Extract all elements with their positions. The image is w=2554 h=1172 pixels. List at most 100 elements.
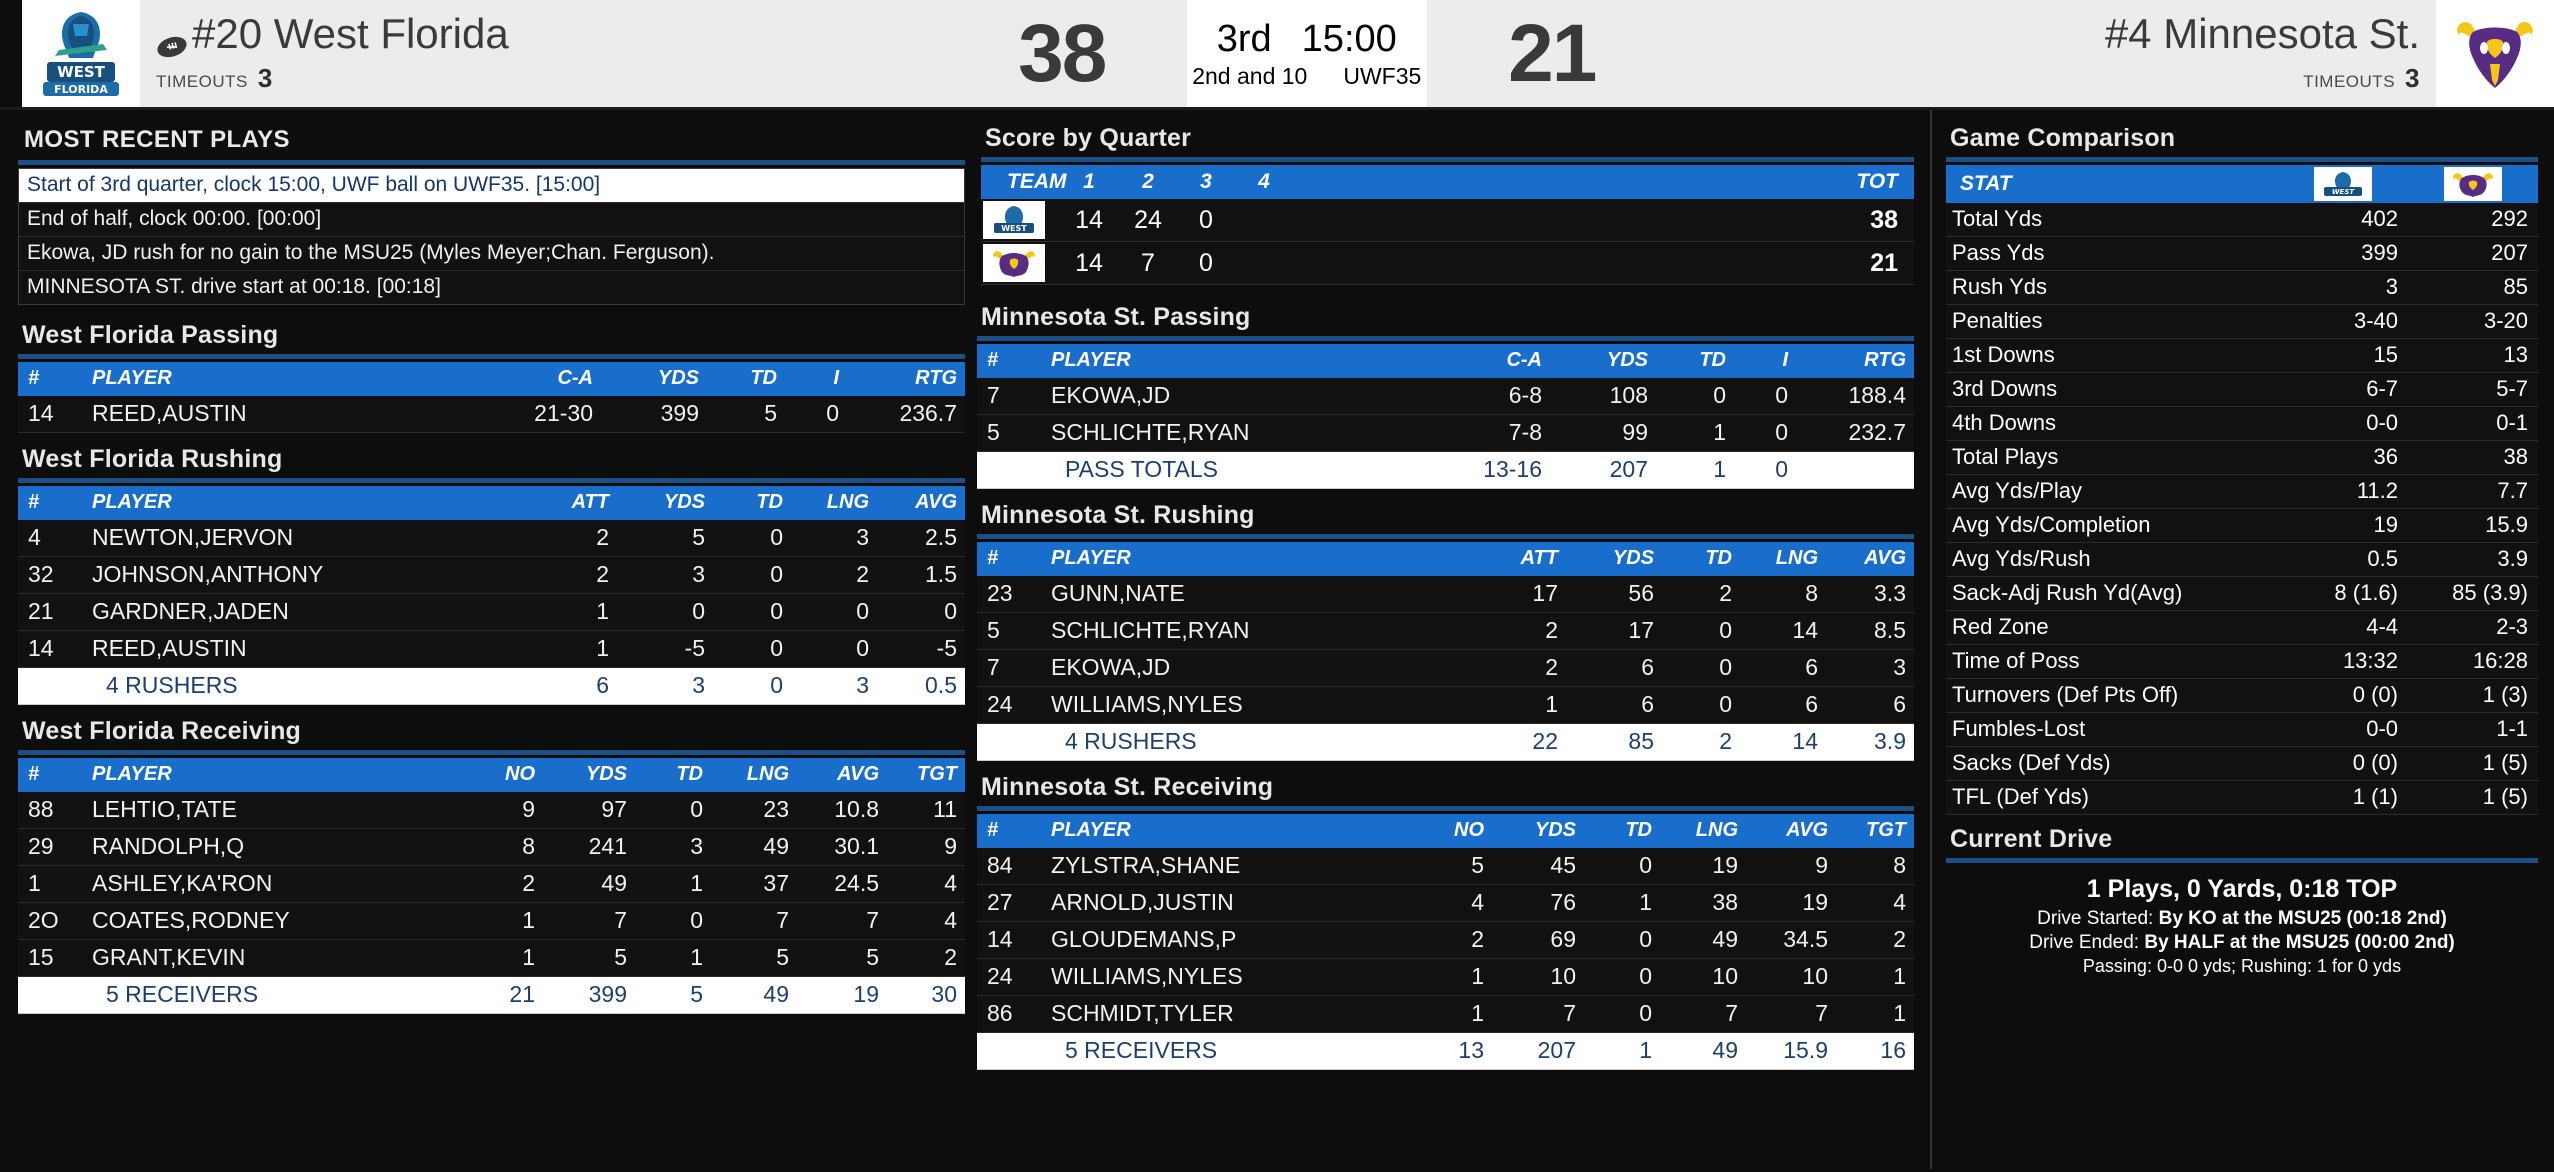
stat-away: 0.5	[2278, 542, 2408, 577]
table-row[interactable]: 84 ZYLSTRA,SHANE 5 45 0 19 9 8	[977, 848, 1914, 885]
cell-avg: 5	[797, 939, 887, 977]
cell-no: 2	[463, 865, 543, 903]
col-q2: 2	[1119, 165, 1177, 199]
col-lng: LNG	[1660, 814, 1746, 848]
away-score-cell: 38	[936, 0, 1187, 107]
cell-td: 1	[1584, 1032, 1660, 1070]
col-number: #	[977, 814, 1035, 848]
cell-tgt: 2	[1836, 921, 1914, 959]
table-row[interactable]: 2O COATES,RODNEY 1 7 0 7 7 4	[18, 902, 965, 940]
stat-home: 5-7	[2408, 372, 2538, 407]
table-row[interactable]: 23 GUNN,NATE 17 56 2 8 3.3	[977, 576, 1914, 613]
table-row[interactable]: 15 GRANT,KEVIN 1 5 1 5 5 2	[18, 939, 965, 977]
wf-rushing-divider	[18, 478, 965, 483]
drive-detail: Passing: 0-0 0 yds; Rushing: 1 for 0 yds	[2082, 956, 2402, 976]
cell-avg: 19	[1746, 884, 1836, 922]
table-row[interactable]: 29 RANDOLPH,Q 8 241 3 49 30.1 9	[18, 828, 965, 866]
cell-lng: 3	[791, 667, 877, 705]
cell-player: ZYLSTRA,SHANE	[1035, 848, 1412, 885]
table-row: TFL (Def Yds) 1 (1) 1 (5)	[1946, 780, 2538, 815]
ball-on-yardline: UWF35	[1343, 62, 1422, 89]
home-team-block: #4 Minnesota St. TIMEOUTS 3	[1676, 0, 2437, 107]
cell-rtg: 236.7	[847, 396, 965, 433]
cell-player: ARNOLD,JUSTIN	[1035, 884, 1412, 922]
cell-totals-label: PASS TOTALS	[1035, 451, 1430, 489]
cell-td: 1	[1656, 451, 1734, 489]
table-row[interactable]: 7 EKOWA,JD 2 6 0 6 3	[977, 649, 1914, 687]
stat-away: 3-40	[2278, 304, 2408, 339]
home-timeouts-label: TIMEOUTS	[2303, 72, 2396, 91]
table-row[interactable]: 14 GLOUDEMANS,P 2 69 0 49 34.5 2	[977, 921, 1914, 959]
stat-label: Avg Yds/Rush	[1946, 542, 2278, 577]
table-row[interactable]: 24 WILLIAMS,NYLES 1 6 0 6 6	[977, 686, 1914, 724]
col-number: #	[18, 486, 76, 520]
table-row[interactable]: 27 ARNOLD,JUSTIN 4 76 1 38 19 4	[977, 884, 1914, 922]
col-yds: YDS	[617, 486, 713, 520]
cell-yds: 97	[543, 792, 635, 829]
cell-yds: 0	[617, 593, 713, 631]
stat-away: 13:32	[2278, 644, 2408, 679]
cell-td: 3	[635, 828, 711, 866]
table-row[interactable]: 14 REED,AUSTIN 1 -5 0 0 -5	[18, 630, 965, 668]
cell-total: 21	[1293, 241, 1914, 285]
table-row[interactable]: 1 ASHLEY,KA'RON 2 49 1 37 24.5 4	[18, 865, 965, 903]
cell-number: 14	[18, 396, 76, 433]
cell-player: SCHMIDT,TYLER	[1035, 995, 1412, 1033]
table-row[interactable]: 88 LEHTIO,TATE 9 97 0 23 10.8 11	[18, 792, 965, 829]
cell-number: 84	[977, 848, 1035, 885]
table-row[interactable]: 32 JOHNSON,ANTHONY 2 3 0 2 1.5	[18, 556, 965, 594]
svg-text:WEST: WEST	[2332, 188, 2356, 196]
cell-lng: 2	[791, 556, 877, 594]
sbq-divider	[981, 157, 1914, 162]
table-row: Total Plays 36 38	[1946, 440, 2538, 475]
table-row[interactable]: 21 GARDNER,JADEN 1 0 0 0 0	[18, 593, 965, 631]
away-timeouts: TIMEOUTS 3	[156, 63, 273, 94]
cell-rtg: 188.4	[1796, 378, 1914, 415]
table-row: 14 7 0 21	[981, 241, 1914, 285]
play-item[interactable]: Ekowa, JD rush for no gain to the MSU25 …	[19, 237, 964, 271]
wf-receiving-divider	[18, 750, 965, 755]
cell-ca: 21-30	[481, 396, 601, 433]
cell-avg: 7	[1746, 995, 1836, 1033]
stat-label: 4th Downs	[1946, 406, 2278, 441]
stat-label: TFL (Def Yds)	[1946, 780, 2278, 815]
stat-away: 3	[2278, 270, 2408, 305]
table-row[interactable]: 7 EKOWA,JD 6-8 108 0 0 188.4	[977, 378, 1914, 415]
stat-away: 0-0	[2278, 406, 2408, 441]
stat-away: 36	[2278, 440, 2408, 475]
wf-passing-table: # PLAYER C-A YDS TD I RTG 14 REED,AUSTIN…	[18, 362, 965, 433]
stat-home: 3-20	[2408, 304, 2538, 339]
cell-q4	[1235, 241, 1293, 285]
cell-ca: 7-8	[1430, 414, 1550, 452]
cell-number: 27	[977, 884, 1035, 922]
play-item[interactable]: End of half, clock 00:00. [00:00]	[19, 203, 964, 237]
cell-player: REED,AUSTIN	[76, 396, 481, 433]
cell-att: 2	[513, 556, 617, 594]
cell-tgt: 8	[1836, 848, 1914, 885]
table-row[interactable]: 5 SCHLICHTE,RYAN 2 17 0 14 8.5	[977, 612, 1914, 650]
down-distance: 2nd and 10	[1192, 62, 1308, 89]
cell-no: 8	[463, 828, 543, 866]
score-by-quarter-title: Score by Quarter	[985, 124, 1192, 152]
col-ca: C-A	[1430, 344, 1550, 378]
football-possession-icon	[156, 23, 188, 58]
cell-player: GUNN,NATE	[1035, 576, 1462, 613]
play-item-current[interactable]: Start of 3rd quarter, clock 15:00, UWF b…	[19, 169, 964, 203]
cell-avg: 34.5	[1746, 921, 1836, 959]
table-row[interactable]: 24 WILLIAMS,NYLES 1 10 0 10 10 1	[977, 958, 1914, 996]
cell-yds: 6	[1566, 649, 1662, 687]
row-team-logo	[981, 241, 1059, 285]
col-q4: 4	[1235, 165, 1293, 199]
table-row[interactable]: 86 SCHMIDT,TYLER 1 7 0 7 7 1	[977, 995, 1914, 1033]
play-item[interactable]: MINNESOTA ST. drive start at 00:18. [00:…	[19, 271, 964, 304]
table-row[interactable]: 14 REED,AUSTIN 21-30 399 5 0 236.7	[18, 396, 965, 433]
cell-player: GRANT,KEVIN	[76, 939, 463, 977]
cell-total: 38	[1293, 199, 1914, 242]
cell-no: 1	[463, 902, 543, 940]
table-row[interactable]: 4 NEWTON,JERVON 2 5 0 3 2.5	[18, 520, 965, 557]
table-row[interactable]: 5 SCHLICHTE,RYAN 7-8 99 1 0 232.7	[977, 414, 1914, 452]
cell-rtg: 232.7	[1796, 414, 1914, 452]
col-td: TD	[1656, 344, 1734, 378]
cell-number	[18, 667, 76, 705]
col-int: I	[785, 362, 847, 396]
